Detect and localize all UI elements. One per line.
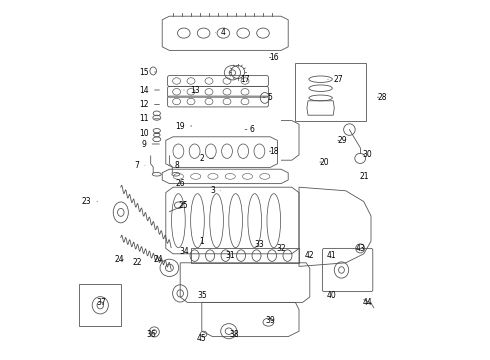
Text: 36: 36 [147, 330, 156, 339]
Text: 34: 34 [179, 248, 189, 256]
Text: 4: 4 [216, 28, 226, 37]
Text: 15: 15 [139, 68, 156, 77]
Text: 39: 39 [265, 316, 275, 325]
Text: 45: 45 [197, 334, 207, 343]
Text: 1: 1 [199, 237, 204, 246]
Text: 37: 37 [96, 298, 106, 307]
Text: 24: 24 [114, 255, 124, 264]
Text: 23: 23 [82, 197, 98, 206]
Text: 10: 10 [139, 129, 159, 138]
Text: 5: 5 [263, 93, 272, 102]
Bar [79, 284, 121, 326]
Text: 9: 9 [142, 140, 159, 149]
Text: 31: 31 [226, 251, 235, 260]
Text: 14: 14 [139, 86, 159, 95]
Text: 30: 30 [363, 150, 372, 159]
Text: 20: 20 [319, 158, 329, 166]
Text: 11: 11 [140, 114, 159, 123]
Text: 6: 6 [245, 125, 255, 134]
Text: 38: 38 [229, 330, 239, 339]
Text: 32: 32 [276, 244, 286, 253]
Text: 28: 28 [377, 93, 387, 102]
Text: 7: 7 [135, 161, 145, 170]
Text: 22: 22 [132, 258, 142, 267]
Text: 42: 42 [305, 251, 315, 260]
Text: 3: 3 [210, 186, 221, 195]
Text: 43: 43 [355, 244, 365, 253]
Text: 29: 29 [338, 136, 347, 145]
Bar [295, 63, 366, 121]
Text: 17: 17 [240, 75, 250, 84]
Text: 44: 44 [363, 298, 372, 307]
Text: 21: 21 [359, 172, 368, 181]
Text: 24: 24 [154, 255, 163, 264]
Text: 13: 13 [184, 86, 199, 95]
Text: 19: 19 [175, 122, 192, 131]
Text: 33: 33 [254, 240, 264, 249]
Text: 40: 40 [326, 291, 336, 300]
Text: 8: 8 [169, 161, 179, 170]
Text: 25: 25 [179, 201, 189, 210]
Text: 26: 26 [175, 179, 185, 188]
Text: 35: 35 [197, 291, 207, 300]
Text: 16: 16 [269, 53, 279, 62]
Text: 27: 27 [328, 75, 343, 84]
Text: 18: 18 [269, 147, 278, 156]
Text: 41: 41 [327, 251, 336, 260]
Text: 2: 2 [199, 154, 214, 163]
Text: 12: 12 [140, 100, 159, 109]
